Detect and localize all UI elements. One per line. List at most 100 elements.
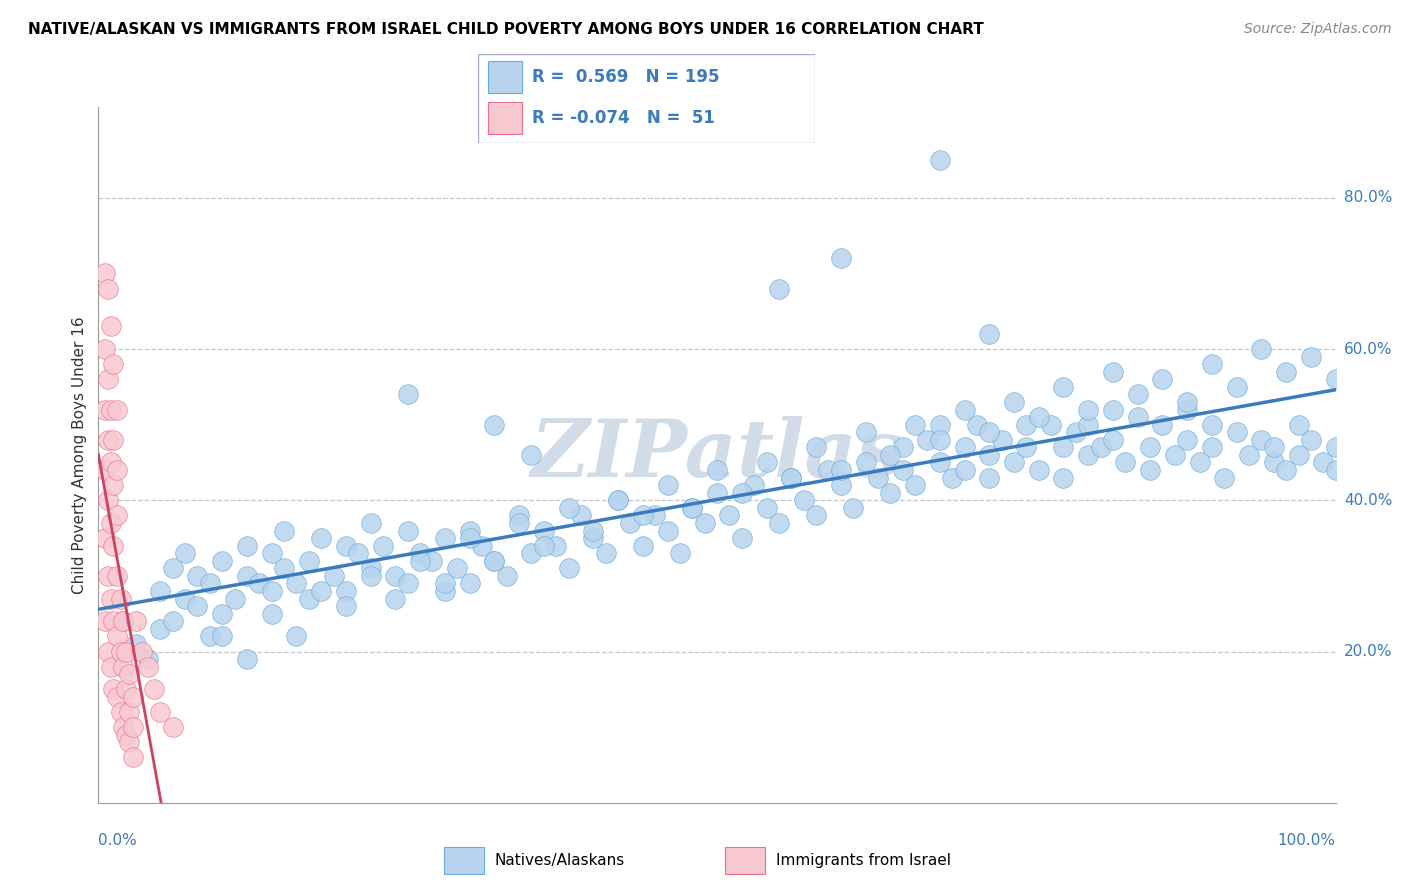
Point xyxy=(93,267,115,281)
Point xyxy=(105,690,128,704)
Point xyxy=(260,546,283,560)
Point xyxy=(520,546,543,560)
Point xyxy=(100,455,122,469)
Point xyxy=(103,615,125,629)
Text: Immigrants from Israel: Immigrants from Israel xyxy=(776,854,950,868)
Point xyxy=(830,463,852,477)
FancyBboxPatch shape xyxy=(478,54,815,143)
Point xyxy=(842,500,865,515)
Point xyxy=(693,516,716,530)
Point xyxy=(1226,380,1249,394)
Point xyxy=(409,554,432,568)
Point xyxy=(1126,387,1149,401)
Point xyxy=(1002,455,1025,469)
Point xyxy=(100,659,122,673)
Bar xyxy=(488,61,522,93)
Point xyxy=(1275,463,1298,477)
Point xyxy=(681,500,703,515)
Point xyxy=(953,402,976,417)
Point xyxy=(1028,410,1050,425)
Point xyxy=(433,584,456,599)
Point xyxy=(384,591,406,606)
Text: 60.0%: 60.0% xyxy=(1344,342,1392,357)
Point xyxy=(1064,425,1087,440)
Point xyxy=(211,607,233,621)
Point xyxy=(458,576,481,591)
Point xyxy=(1226,425,1249,440)
Point xyxy=(657,524,679,538)
Point xyxy=(97,281,120,295)
Point xyxy=(817,463,839,477)
Point xyxy=(1250,433,1272,447)
Point xyxy=(979,326,1001,341)
Text: NATIVE/ALASKAN VS IMMIGRANTS FROM ISRAEL CHILD POVERTY AMONG BOYS UNDER 16 CORRE: NATIVE/ALASKAN VS IMMIGRANTS FROM ISRAEL… xyxy=(28,22,984,37)
Point xyxy=(100,319,122,334)
Point xyxy=(669,546,692,560)
Point xyxy=(1201,441,1223,455)
Point xyxy=(347,546,370,560)
Point xyxy=(186,599,208,614)
Point xyxy=(322,569,344,583)
Point xyxy=(162,615,184,629)
Point xyxy=(97,569,120,583)
Point xyxy=(793,493,815,508)
Point xyxy=(557,500,579,515)
Point xyxy=(105,402,128,417)
Text: Natives/Alaskans: Natives/Alaskans xyxy=(495,854,626,868)
Point xyxy=(582,531,605,545)
Point xyxy=(93,342,115,356)
Point xyxy=(285,629,308,643)
Point xyxy=(360,569,382,583)
Point xyxy=(1139,463,1161,477)
Point xyxy=(1299,350,1322,364)
Point xyxy=(335,599,357,614)
Point xyxy=(93,531,115,545)
Point xyxy=(103,682,125,697)
Point xyxy=(136,652,159,666)
Point xyxy=(928,417,950,432)
Point xyxy=(1077,417,1099,432)
Point xyxy=(124,637,146,651)
Point xyxy=(110,644,132,658)
Point xyxy=(631,539,654,553)
Point xyxy=(458,524,481,538)
Point xyxy=(446,561,468,575)
Point xyxy=(114,644,136,658)
Text: R =  0.569   N = 195: R = 0.569 N = 195 xyxy=(531,68,720,86)
Point xyxy=(1201,417,1223,432)
Point xyxy=(174,546,197,560)
Point xyxy=(143,682,166,697)
Point xyxy=(953,441,976,455)
Point xyxy=(1213,470,1236,484)
Point xyxy=(879,448,901,462)
Point xyxy=(211,629,233,643)
Point xyxy=(557,561,579,575)
Point xyxy=(103,539,125,553)
Point xyxy=(495,569,517,583)
Point xyxy=(396,524,419,538)
Y-axis label: Child Poverty Among Boys Under 16: Child Poverty Among Boys Under 16 xyxy=(72,316,87,594)
Point xyxy=(891,441,914,455)
Point xyxy=(260,584,283,599)
Point xyxy=(285,576,308,591)
Point xyxy=(1139,441,1161,455)
Point xyxy=(118,667,141,681)
Point xyxy=(93,463,115,477)
Point xyxy=(112,615,135,629)
Bar xyxy=(444,847,484,874)
Point xyxy=(211,554,233,568)
Point xyxy=(122,720,145,734)
Point xyxy=(1152,417,1174,432)
Point xyxy=(1126,410,1149,425)
Point xyxy=(122,690,145,704)
Point xyxy=(546,539,568,553)
Point xyxy=(1175,395,1198,409)
Point xyxy=(1077,402,1099,417)
Point xyxy=(1288,448,1310,462)
Point xyxy=(97,372,120,386)
Point xyxy=(1324,372,1347,386)
Bar xyxy=(725,847,765,874)
Point xyxy=(105,569,128,583)
Point xyxy=(595,546,617,560)
Point xyxy=(1028,463,1050,477)
